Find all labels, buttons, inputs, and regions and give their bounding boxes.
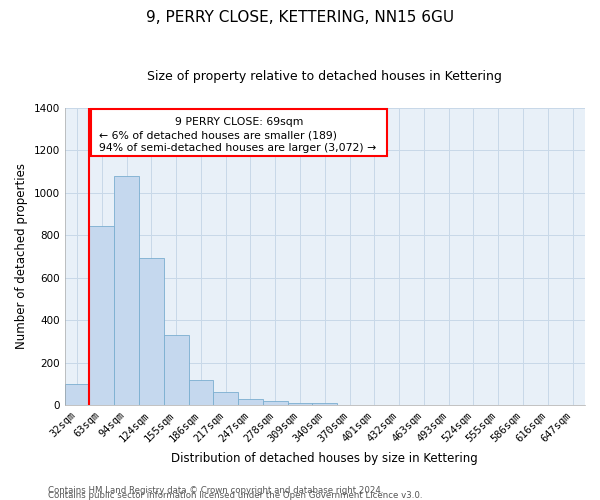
Bar bbox=[214, 392, 238, 405]
Text: Contains HM Land Registry data © Crown copyright and database right 2024.: Contains HM Land Registry data © Crown c… bbox=[48, 486, 383, 495]
Text: ← 6% of detached houses are smaller (189): ← 6% of detached houses are smaller (189… bbox=[99, 130, 337, 140]
Bar bbox=[139, 258, 164, 405]
Bar bbox=[313, 403, 337, 405]
Bar bbox=[188, 380, 214, 405]
FancyBboxPatch shape bbox=[91, 109, 387, 156]
Bar bbox=[114, 176, 139, 405]
Bar bbox=[89, 226, 114, 405]
Text: 94% of semi-detached houses are larger (3,072) →: 94% of semi-detached houses are larger (… bbox=[99, 143, 376, 153]
Text: Contains public sector information licensed under the Open Government Licence v3: Contains public sector information licen… bbox=[48, 491, 422, 500]
Bar bbox=[287, 403, 313, 405]
Bar bbox=[238, 399, 263, 405]
Title: Size of property relative to detached houses in Kettering: Size of property relative to detached ho… bbox=[148, 70, 502, 83]
Text: 9 PERRY CLOSE: 69sqm: 9 PERRY CLOSE: 69sqm bbox=[175, 118, 303, 128]
Bar bbox=[263, 402, 287, 405]
Bar bbox=[65, 384, 89, 405]
Text: 9, PERRY CLOSE, KETTERING, NN15 6GU: 9, PERRY CLOSE, KETTERING, NN15 6GU bbox=[146, 10, 454, 25]
X-axis label: Distribution of detached houses by size in Kettering: Distribution of detached houses by size … bbox=[172, 452, 478, 465]
Y-axis label: Number of detached properties: Number of detached properties bbox=[15, 164, 28, 350]
Bar bbox=[164, 335, 188, 405]
